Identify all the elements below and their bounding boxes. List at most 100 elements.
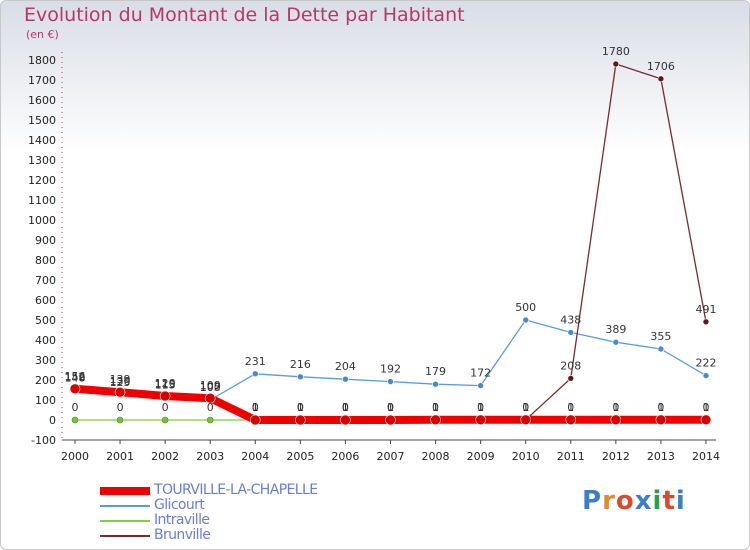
- data-label: 1: [522, 401, 529, 414]
- data-label: 0: [657, 401, 664, 414]
- data-label: 1: [432, 401, 439, 414]
- data-label: 113: [155, 378, 176, 391]
- data-label: 0: [612, 401, 619, 414]
- data-label: 109: [200, 379, 221, 392]
- legend-swatch: [100, 535, 150, 537]
- data-point: [565, 414, 577, 426]
- data-point: [477, 382, 484, 389]
- data-point: [159, 390, 171, 402]
- data-label: 0: [72, 401, 79, 414]
- data-point: [657, 345, 665, 353]
- x-tick-label: 2014: [692, 450, 720, 463]
- legend-label: Intraville: [154, 512, 210, 528]
- y-tick-label: 1100: [28, 194, 56, 207]
- y-tick-label: 1500: [28, 114, 56, 127]
- data-label: 115: [155, 378, 176, 391]
- data-label: 102: [200, 381, 221, 394]
- data-label: 1: [432, 401, 439, 414]
- y-tick-label: 1000: [28, 214, 56, 227]
- data-point: [342, 375, 349, 383]
- data-label: 0: [387, 401, 394, 414]
- data-point: [71, 416, 79, 424]
- data-label: 0: [117, 401, 124, 414]
- data-label: 0: [207, 401, 214, 414]
- data-label: 208: [560, 359, 581, 372]
- data-point: [702, 318, 710, 326]
- data-label: 0: [522, 401, 529, 414]
- data-label: 0: [252, 401, 259, 414]
- y-tick-label: 900: [35, 234, 56, 247]
- data-label: 355: [650, 330, 671, 343]
- data-point: [295, 414, 306, 426]
- data-point: [116, 416, 124, 424]
- legend-label: Glicourt: [154, 497, 205, 513]
- x-tick-label: 2005: [286, 450, 314, 463]
- data-label: 1: [477, 401, 484, 414]
- data-point: [385, 414, 396, 426]
- data-point: [206, 416, 214, 424]
- data-label: 125: [110, 376, 131, 389]
- data-point: [612, 338, 620, 346]
- data-label: 216: [290, 358, 311, 371]
- data-label: 0: [252, 401, 259, 414]
- data-label: 1: [387, 401, 394, 414]
- x-tick-label: 2004: [241, 450, 269, 463]
- data-point: [475, 414, 486, 426]
- data-point: [430, 414, 441, 426]
- data-label: 222: [695, 357, 716, 370]
- legend-swatch: [100, 505, 150, 507]
- x-tick-label: 2007: [376, 450, 404, 463]
- data-label: 0: [432, 401, 439, 414]
- x-tick-label: 2011: [557, 450, 585, 463]
- data-label: 1: [657, 401, 664, 414]
- y-tick-label: 200: [35, 374, 56, 387]
- data-label: 139: [110, 373, 131, 386]
- y-tick-label: 1600: [28, 94, 56, 107]
- x-tick-label: 2012: [602, 450, 630, 463]
- x-tick-label: 2003: [196, 450, 224, 463]
- data-point: [251, 370, 259, 378]
- data-point: [702, 372, 710, 379]
- data-label: 1: [342, 401, 349, 414]
- data-point: [249, 414, 261, 426]
- y-tick-label: 400: [35, 334, 56, 347]
- y-tick-label: 1300: [28, 154, 56, 167]
- data-point: [69, 383, 81, 395]
- data-label: 0: [702, 401, 709, 414]
- data-label: 1: [477, 401, 484, 414]
- data-label: 204: [335, 360, 356, 373]
- data-point: [700, 414, 712, 426]
- data-label: 389: [605, 323, 626, 336]
- data-label: 0: [477, 401, 484, 414]
- legend-label: Brunville: [154, 527, 211, 543]
- data-label: 1: [567, 401, 574, 414]
- data-point: [567, 329, 575, 336]
- x-tick-label: 2006: [331, 450, 359, 463]
- y-tick-label: 800: [35, 254, 56, 267]
- y-tick-label: 1200: [28, 174, 56, 187]
- data-label: 1780: [602, 45, 630, 58]
- data-point: [567, 375, 575, 382]
- legend-label: TOURVILLE-LA-CHAPELLE: [154, 482, 318, 498]
- data-point: [340, 414, 351, 426]
- data-point: [432, 380, 439, 388]
- data-point: [657, 75, 665, 83]
- data-point: [655, 414, 667, 426]
- data-label: 192: [380, 363, 401, 376]
- y-tick-label: 0: [49, 414, 56, 427]
- x-tick-label: 2002: [151, 450, 179, 463]
- y-tick-label: 1400: [28, 134, 56, 147]
- data-label: 0: [567, 401, 574, 414]
- y-tick-label: 1800: [28, 54, 56, 67]
- data-label: 0: [297, 401, 304, 414]
- data-point: [297, 373, 304, 381]
- data-label: 120: [155, 377, 176, 390]
- data-point: [522, 316, 530, 324]
- y-tick-label: 500: [35, 314, 56, 327]
- data-label: 0: [342, 401, 349, 414]
- data-label: 491: [695, 303, 716, 316]
- y-tick-label: -100: [31, 434, 56, 447]
- x-tick-label: 2013: [647, 450, 675, 463]
- data-label: 1: [522, 401, 529, 414]
